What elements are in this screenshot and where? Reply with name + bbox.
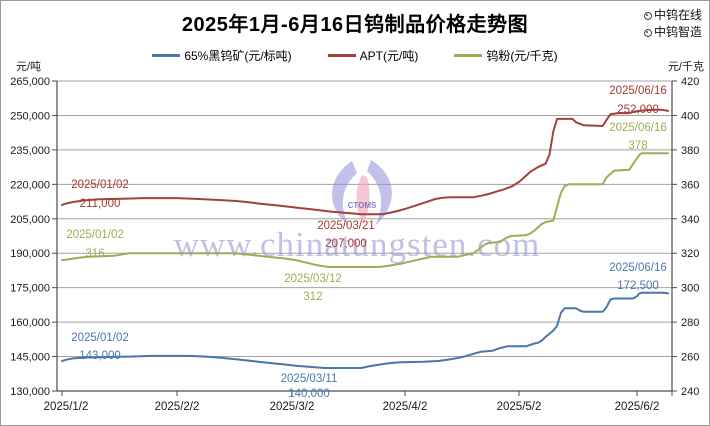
right-axis-tick-label: 380	[681, 145, 699, 157]
brand-text-online: 中钨在线	[653, 8, 702, 22]
x-axis-tick-label: 2025/4/2	[383, 401, 428, 413]
left-axis-unit-label: 元/吨	[16, 61, 42, 73]
legend-item-2: 钨粉(元/千克)	[454, 47, 558, 64]
legend-line-swatch	[454, 54, 483, 57]
x-axis-tick-label: 2025/3/2	[270, 401, 315, 413]
right-axis-tick-label: 300	[681, 283, 699, 295]
watermark-logo-left-flame	[332, 161, 357, 226]
left-axis-tick-label: 145,000	[10, 352, 50, 364]
chart-title: 2025年1月-6月16日钨制品价格走势图	[181, 14, 529, 36]
annotation-date: 2025/06/16	[609, 122, 667, 134]
watermark-logo-right-flame	[367, 160, 392, 226]
annotation-value: 312	[303, 291, 322, 303]
annotation-date: 2025/06/16	[609, 85, 667, 97]
brand-line-1: 中钨在线	[643, 7, 702, 24]
annotation-date: 2025/06/16	[609, 262, 667, 274]
brand-block: 中钨在线 中钨智造	[643, 7, 702, 41]
legend-label: APT(元/吨)	[359, 49, 419, 63]
left-axis-tick-label: 265,000	[10, 76, 50, 88]
annotation-value: 378	[628, 140, 647, 152]
chart-legend: 65%黑钨矿(元/标吨) APT(元/吨) 钨粉(元/千克)	[0, 47, 710, 64]
legend-line-swatch	[327, 54, 356, 57]
annotation-date: 2025/01/02	[66, 229, 124, 241]
x-axis-tick-label: 2025/1/2	[44, 401, 89, 413]
legend-item-1: APT(元/吨)	[327, 47, 419, 64]
right-axis-tick-label: 240	[681, 386, 699, 398]
x-axis-tick-label: 2025/6/2	[615, 401, 660, 413]
left-axis-tick-label: 190,000	[10, 248, 50, 260]
annotation-value: 207,000	[325, 238, 367, 250]
brand-text-smart: 中钨智造	[653, 25, 702, 39]
annotation-value: 211,000	[80, 198, 121, 210]
annotation-value: 252,000	[617, 104, 659, 116]
right-axis-tick-label: 340	[681, 214, 699, 226]
annotation-date: 2025/03/11	[281, 373, 338, 385]
annotation-date: 2025/03/12	[284, 273, 342, 285]
right-axis-unit-label: 元/千克	[667, 61, 704, 73]
brand-line-2: 中钨智造	[643, 24, 702, 41]
x-axis-tick-label: 2025/5/2	[497, 401, 542, 413]
watermark-logo-caption: CTOMS	[348, 201, 377, 210]
annotation-value: 143,000	[79, 350, 121, 362]
left-axis-tick-label: 220,000	[10, 179, 50, 191]
brand-logo-icon	[643, 28, 652, 37]
right-axis-tick-label: 320	[681, 248, 699, 260]
left-axis-tick-label: 175,000	[10, 283, 50, 295]
right-axis-tick-label: 420	[681, 76, 699, 88]
x-axis-tick-label: 2025/2/2	[155, 401, 200, 413]
left-axis-tick-label: 160,000	[10, 317, 50, 329]
series-line-1	[61, 108, 669, 216]
right-axis-tick-label: 260	[681, 352, 699, 364]
left-axis-tick-label: 130,000	[10, 386, 50, 398]
annotation-date: 2025/03/21	[317, 220, 375, 232]
annotation-date: 2025/01/02	[71, 332, 129, 344]
right-axis-tick-label: 280	[681, 317, 699, 329]
legend-label: 65%黑钨矿(元/标吨)	[184, 49, 292, 63]
brand-logo-icon	[643, 11, 652, 20]
right-axis-tick-label: 360	[681, 179, 699, 191]
legend-line-swatch	[152, 54, 181, 57]
left-axis-tick-label: 205,000	[10, 214, 50, 226]
annotation-value: 172,500	[617, 280, 659, 292]
legend-item-0: 65%黑钨矿(元/标吨)	[152, 47, 292, 64]
series-line-2	[61, 152, 669, 268]
annotation-date: 2025/01/02	[71, 179, 129, 191]
left-axis-tick-label: 235,000	[10, 145, 50, 157]
watermark-logo-center-flame	[356, 175, 370, 223]
right-axis-tick-label: 400	[681, 110, 699, 122]
annotation-value: 140,000	[288, 388, 330, 400]
series-line-0	[61, 291, 669, 369]
legend-label: 钨粉(元/千克)	[486, 49, 558, 63]
left-axis-tick-label: 250,000	[10, 110, 50, 122]
annotation-value: 316	[85, 248, 104, 260]
watermark-url-text: www.chinatungsten.com	[174, 225, 541, 264]
